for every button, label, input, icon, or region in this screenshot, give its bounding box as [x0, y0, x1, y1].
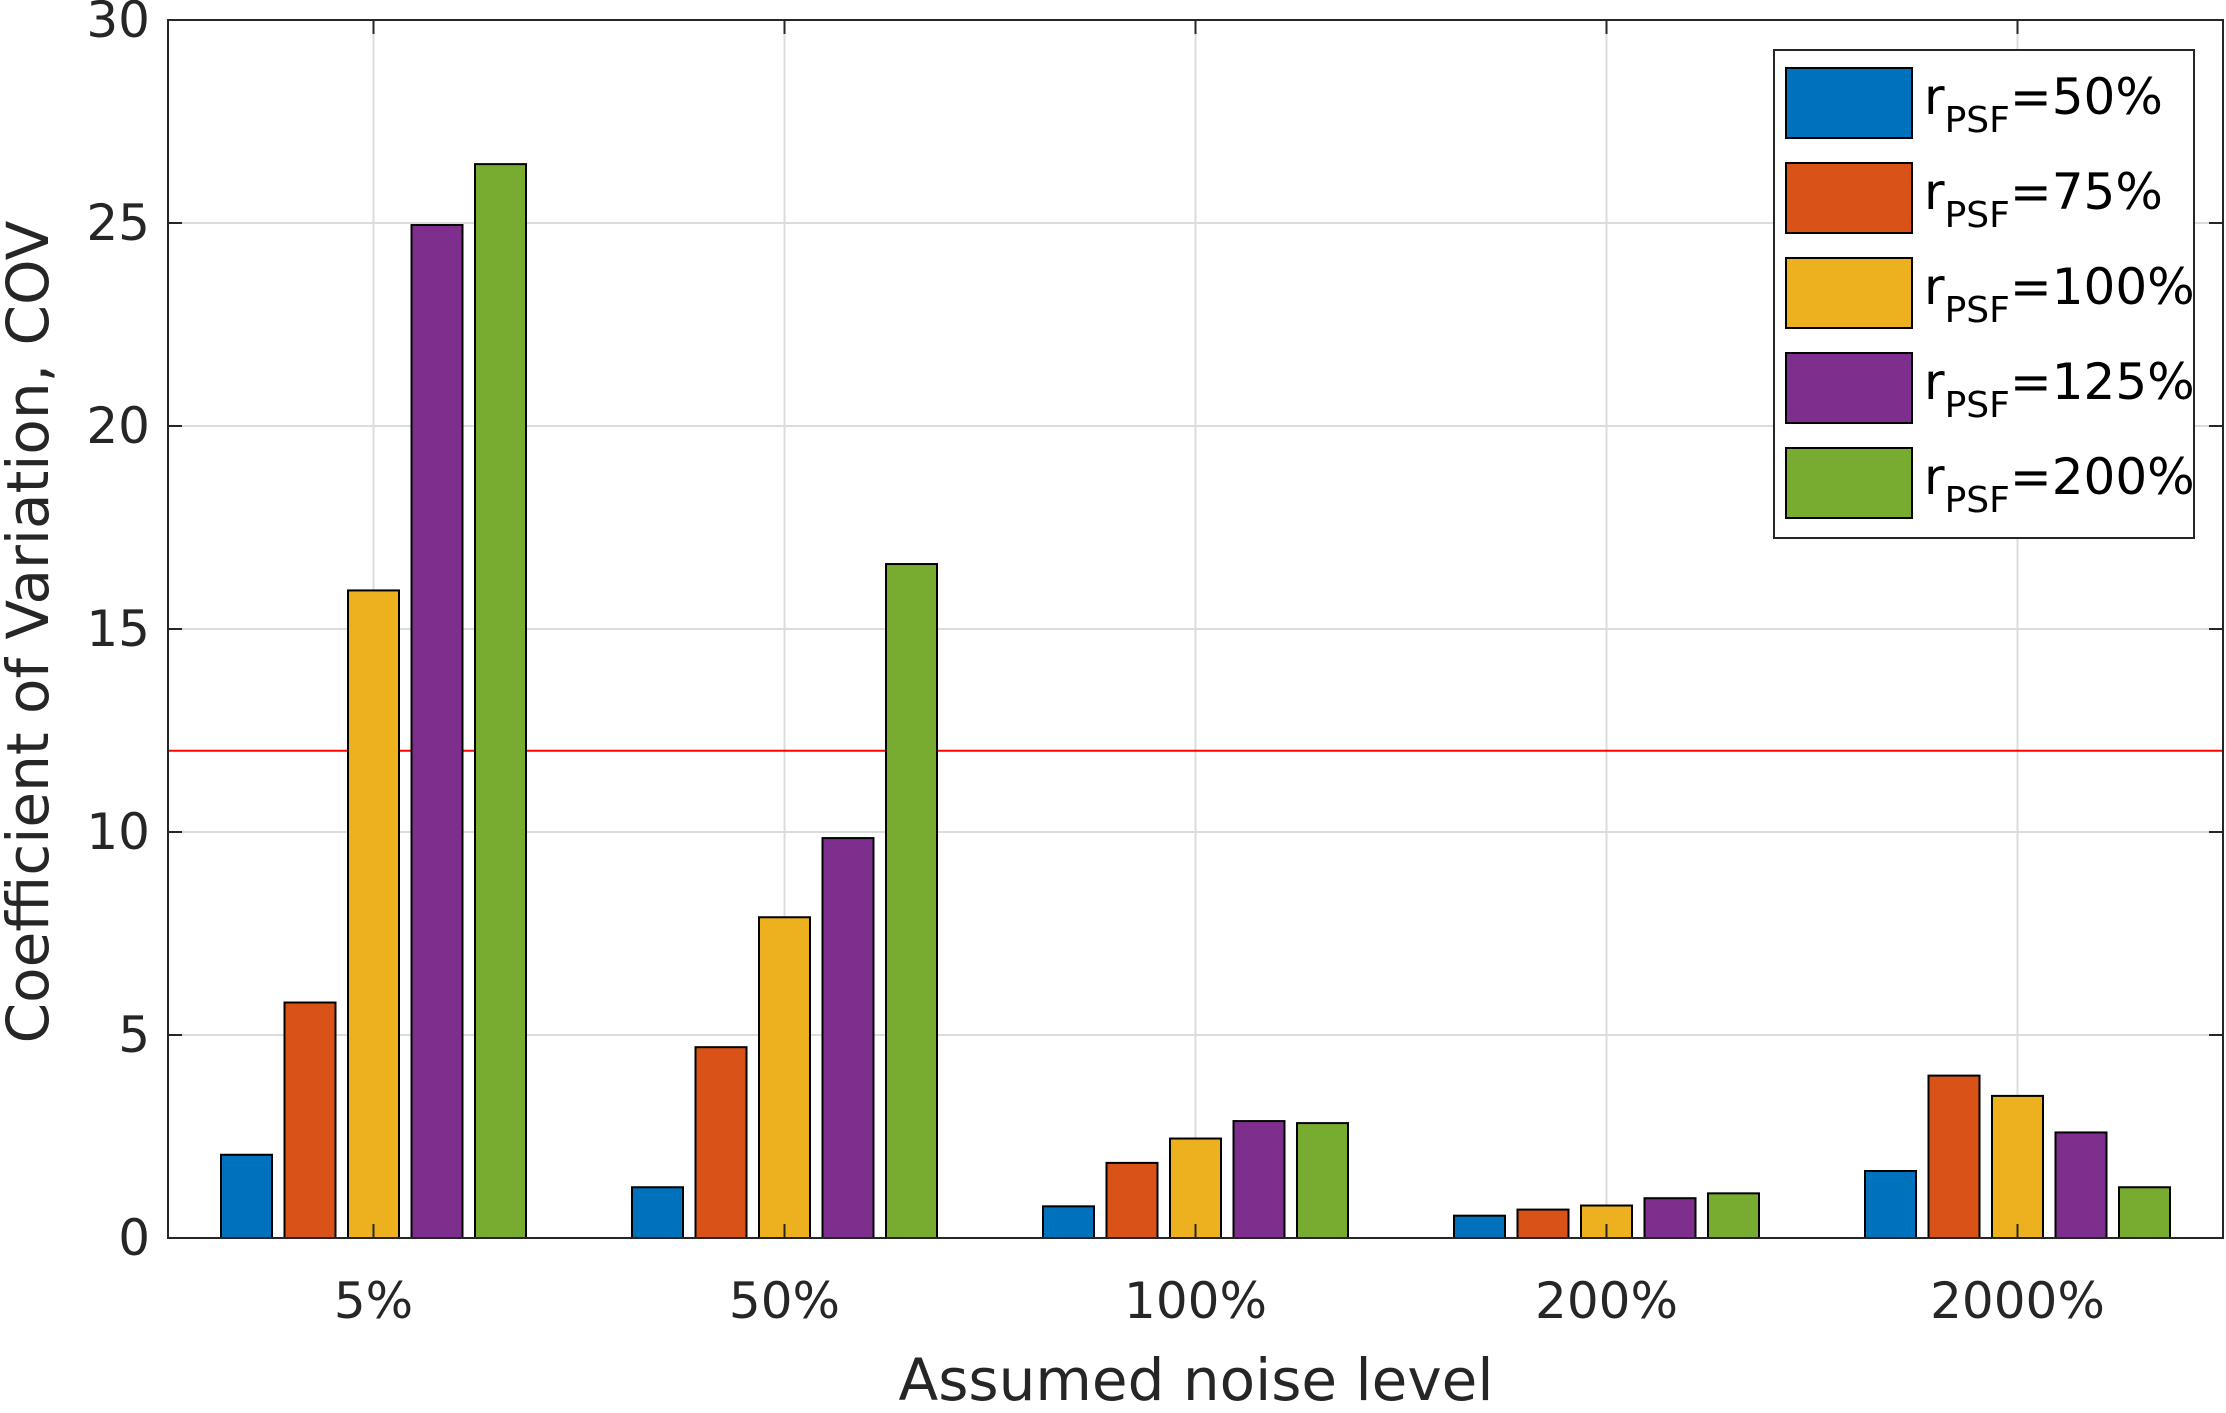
bar: [1991, 1094, 2044, 1240]
x-axis-title: Assumed noise level: [899, 1346, 1494, 1413]
bar: [821, 837, 875, 1240]
bar: [283, 1001, 337, 1240]
bar: [2054, 1131, 2108, 1239]
x-tick-label: 200%: [1535, 1272, 1678, 1330]
legend-swatch: [1785, 162, 1913, 234]
legend-swatch: [1785, 67, 1913, 139]
legend-label: rPSF=50%: [1924, 68, 2163, 141]
legend-label: rPSF=75%: [1924, 163, 2163, 236]
bar: [1516, 1208, 1570, 1239]
y-tick-label: 25: [86, 194, 150, 252]
bar: [1927, 1074, 1981, 1239]
bar: [410, 224, 464, 1239]
bar: [1864, 1170, 1917, 1240]
x-tick-label: 5%: [334, 1272, 413, 1330]
bar: [1707, 1192, 1760, 1239]
y-tick-label: 15: [86, 600, 150, 658]
bar: [1169, 1137, 1222, 1240]
legend-label: rPSF=100%: [1924, 258, 2195, 331]
bar: [1643, 1197, 1697, 1240]
legend-swatch: [1785, 447, 1913, 519]
bar: [694, 1046, 748, 1240]
legend-swatch: [1785, 257, 1913, 329]
legend-label: rPSF=200%: [1924, 448, 2195, 521]
bar: [474, 163, 527, 1239]
bar: [2118, 1186, 2171, 1239]
bar: [631, 1186, 684, 1239]
bar: [1232, 1120, 1286, 1240]
bar: [1453, 1214, 1506, 1240]
y-tick-label: 5: [118, 1006, 150, 1064]
x-tick-label: 50%: [729, 1272, 840, 1330]
bar: [1042, 1205, 1095, 1240]
bar: [758, 916, 811, 1239]
legend-label: rPSF=125%: [1924, 353, 2195, 426]
bar: [1105, 1161, 1159, 1240]
y-tick-label: 10: [86, 803, 150, 861]
y-tick-label: 20: [86, 397, 150, 455]
bar: [1296, 1122, 1349, 1240]
legend: rPSF=50% rPSF=75% rPSF=100% rPSF=125% rPSF=2…: [1773, 49, 2195, 539]
legend-swatch: [1785, 352, 1913, 424]
y-tick-label: 30: [86, 0, 150, 49]
y-axis: 0 5 10 15 20 25 30: [86, 0, 2223, 1267]
x-tick-label: 2000%: [1930, 1272, 2105, 1330]
y-axis-title: Coefficient of Variation, COV: [0, 220, 62, 1043]
y-tick-label: 0: [118, 1209, 150, 1267]
x-axis: 5% 50% 100% 200% 2000%: [334, 20, 2105, 1330]
bar: [885, 563, 938, 1239]
bar: [347, 589, 400, 1239]
x-tick-label: 100%: [1124, 1272, 1267, 1330]
bars: [220, 163, 2171, 1240]
bar: [220, 1153, 273, 1240]
